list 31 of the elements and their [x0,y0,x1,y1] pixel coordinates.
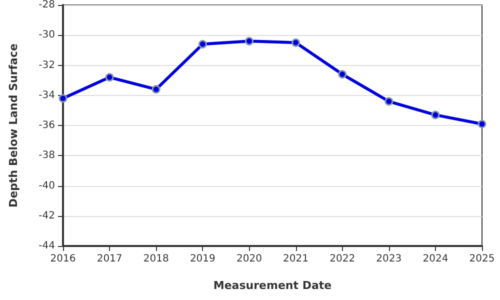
y-tick-label: -28 [38,0,55,10]
point [431,110,440,120]
x-tick-label: 2024 [422,254,448,264]
x-tick-label: 2023 [376,254,402,264]
y-tick-label: -42 [38,210,55,222]
x-tick-label: 2020 [236,254,262,264]
point [384,97,394,106]
point [198,40,207,48]
y-tick-label: -34 [38,90,55,101]
x-tick-label: 2017 [96,254,122,264]
x-tick-label: 2022 [330,254,356,264]
x-tick-label: 2025 [469,254,495,264]
point [105,73,114,82]
point [478,120,486,128]
x-tick-label: 2016 [50,254,76,264]
point [292,38,300,47]
point [152,85,160,94]
y-tick-label: -36 [38,120,55,131]
y-tick-label: -38 [38,150,55,162]
y-tick-label: -40 [38,180,55,192]
y-tick-label: -32 [38,60,55,71]
x-tick-label: 2021 [283,254,309,264]
point [58,94,68,103]
y-tick-label: -30 [38,30,55,41]
x-tick-label: 2019 [190,254,216,264]
y-tick-label: -44 [38,240,55,252]
point [244,36,254,46]
point [338,70,347,79]
x-tick-label: 2018 [143,254,169,264]
y-axis-title: Depth Below Land Surface [7,44,20,208]
x-axis-title: Measurement Date [213,279,332,292]
